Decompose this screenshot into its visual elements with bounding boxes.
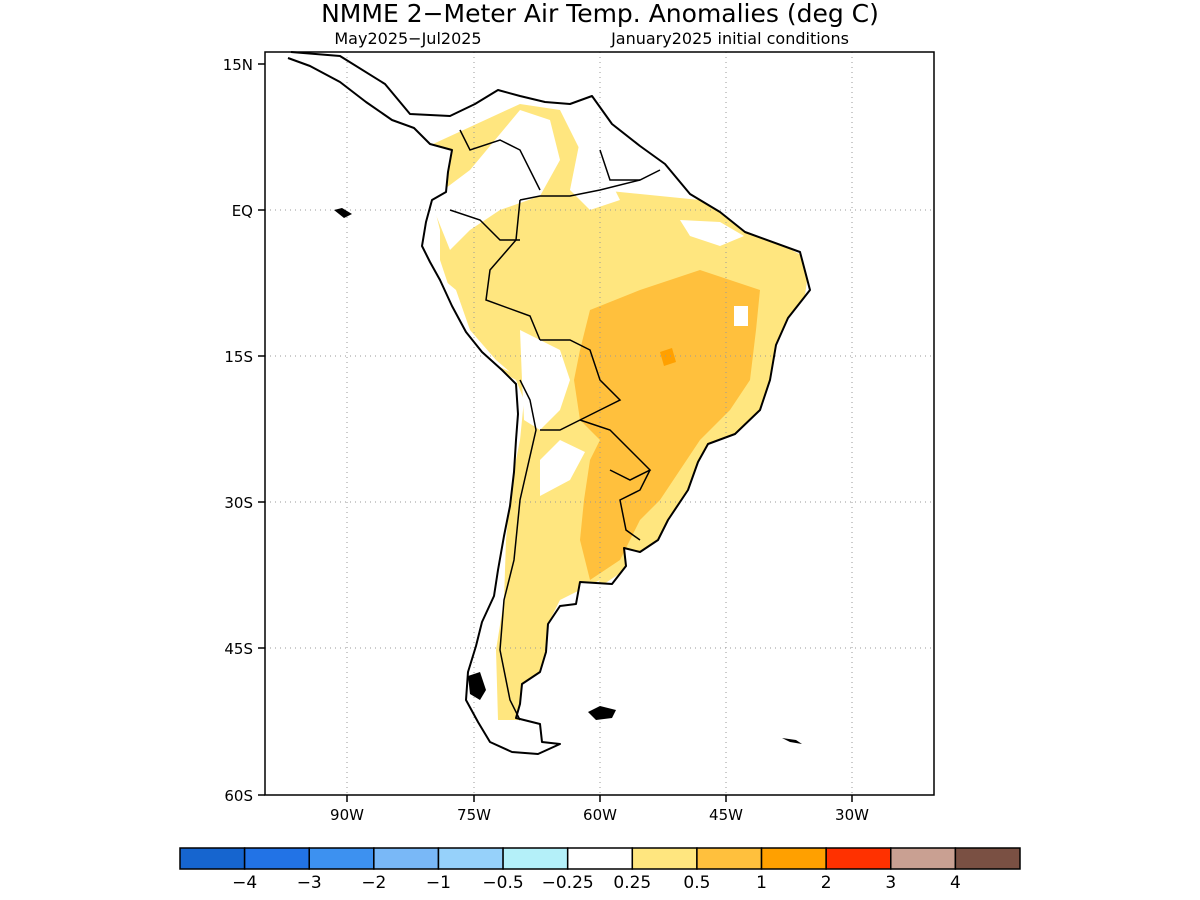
lon-tick-label: 30W	[835, 806, 869, 824]
neutral-bolivia-region	[520, 330, 570, 430]
neutral-guiana-region	[570, 140, 620, 210]
colorbar-swatch	[696, 847, 763, 870]
coastlines	[287, 51, 811, 755]
colorbar-label: 0.25	[613, 873, 651, 893]
lon-tick-label: 60W	[583, 806, 617, 824]
colorbar-swatch	[373, 847, 440, 870]
border-line	[599, 149, 640, 181]
anomaly-shading	[420, 104, 810, 720]
colorbar: −4 −3 −2 −1 −0.5 −0.25 0.25 0.5 1 2 3 4	[179, 847, 1021, 893]
islands	[334, 208, 802, 744]
lat-axis	[258, 63, 265, 796]
season-label: May2025−Jul2025	[334, 29, 481, 48]
lat-tick-label: 15N	[223, 56, 253, 74]
colorbar-swatch	[825, 847, 892, 870]
border-line	[519, 169, 661, 201]
colorbar-swatch	[890, 847, 957, 870]
colorbar-label: −0.25	[542, 873, 594, 893]
border-line	[485, 199, 541, 341]
colorbar-swatch	[179, 847, 246, 870]
colorbar-swatch	[566, 847, 634, 870]
lon-tick-label: 75W	[457, 806, 491, 824]
colorbar-label: −3	[297, 873, 322, 893]
lon-tick-label: 45W	[709, 806, 743, 824]
colorbar-label: −0.5	[482, 873, 523, 893]
lat-tick-label: 60S	[224, 787, 253, 805]
colorbar-label: −4	[232, 873, 257, 893]
initial-conditions-label: January2025 initial conditions	[610, 29, 849, 48]
colorbar-label: 2	[821, 873, 832, 893]
colorbar-label: 1	[756, 873, 767, 893]
colorbar-swatch	[760, 847, 827, 870]
colorbar-label: 0.5	[683, 873, 710, 893]
country-borders	[449, 129, 661, 721]
neutral-argentina-region	[540, 440, 585, 496]
border-line	[540, 339, 622, 431]
border-line	[619, 469, 651, 541]
border-line	[579, 419, 652, 481]
colorbar-swatch	[308, 847, 375, 870]
border-line	[459, 129, 541, 191]
south-america-coastline	[287, 51, 811, 755]
south-georgia	[782, 738, 802, 744]
border-line	[499, 379, 537, 721]
neutral-north-region	[430, 110, 560, 250]
colorbar-swatch	[954, 847, 1021, 870]
lat-tick-label: 30S	[224, 494, 253, 512]
falkland-islands	[588, 706, 616, 720]
lat-tick-label: 45S	[224, 640, 253, 658]
colorbar-swatch	[437, 847, 504, 870]
neutral-northeast-coast	[680, 220, 744, 246]
colorbar-label: 4	[950, 873, 961, 893]
colorbar-label: −2	[361, 873, 386, 893]
colorbar-label: 3	[885, 873, 896, 893]
lat-tick-label: 15S	[224, 348, 253, 366]
lon-tick-label: 90W	[330, 806, 364, 824]
colorbar-swatch	[631, 847, 698, 870]
neutral-brazil-spot	[734, 306, 748, 326]
map-title: NMME 2−Meter Air Temp. Anomalies (deg C)	[321, 0, 879, 28]
anomaly-1-2-region	[660, 348, 676, 366]
colorbar-swatch	[243, 847, 310, 870]
lon-axis	[346, 795, 853, 802]
colorbar-swatch	[502, 847, 569, 870]
chiloe-fjords	[468, 672, 486, 700]
lat-tick-label: EQ	[232, 202, 253, 220]
galapagos-islands	[334, 208, 352, 218]
border-line	[449, 209, 520, 241]
colorbar-label: −1	[426, 873, 451, 893]
